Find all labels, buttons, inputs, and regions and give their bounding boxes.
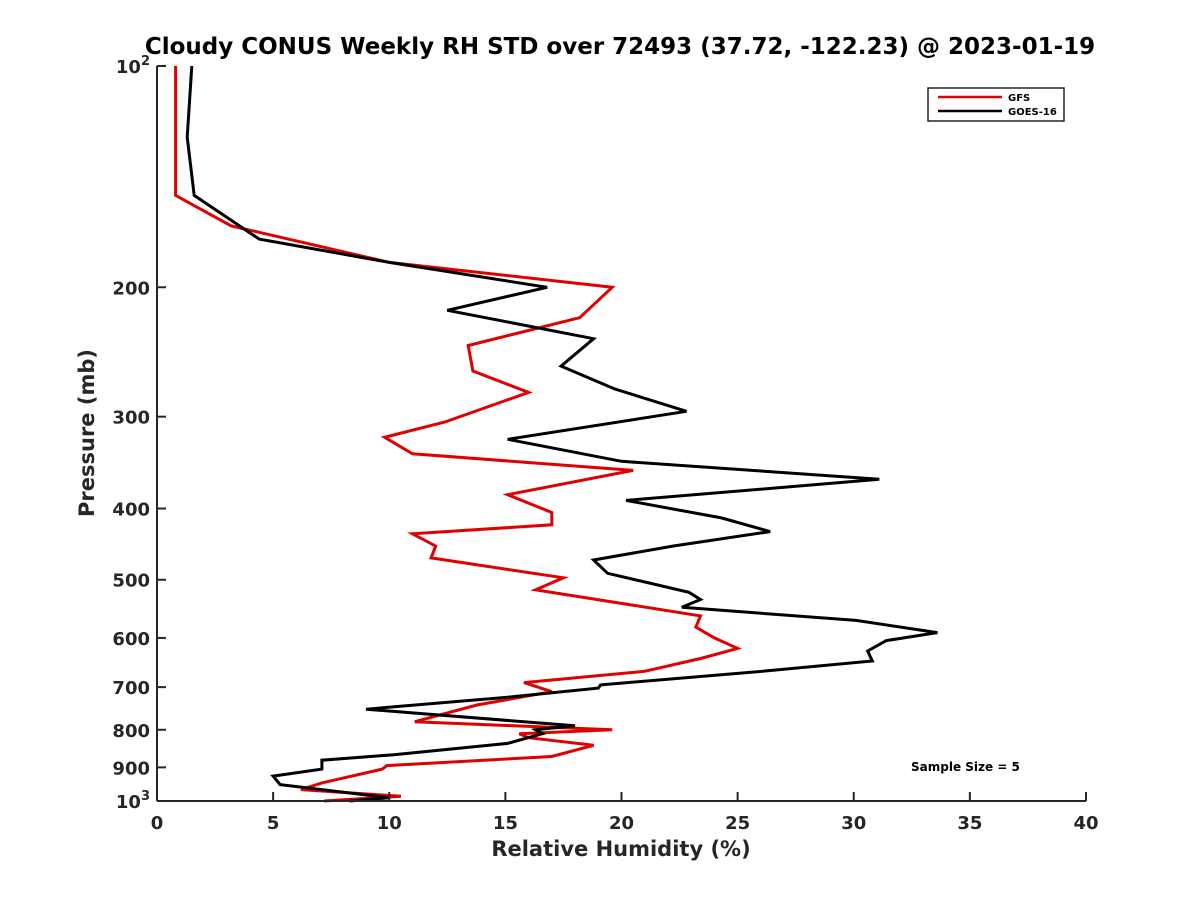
y-tick-label: 400 — [112, 500, 150, 521]
series-line-gfs — [174, 66, 743, 803]
y-tick-label: 600 — [112, 629, 150, 650]
y-tick-label: 900 — [112, 758, 150, 779]
plot-axes — [156, 66, 1086, 802]
x-tick-label: 35 — [957, 813, 982, 834]
x-tick-label: 15 — [493, 813, 518, 834]
legend-box — [927, 87, 1065, 122]
sample-size-annotation: Sample Size = 5 — [911, 760, 1020, 774]
x-tick-label: 20 — [609, 813, 634, 834]
y-tick-label: 800 — [112, 721, 150, 742]
x-axis-label: Relative Humidity (%) — [491, 837, 750, 861]
x-tick-label: 5 — [267, 813, 280, 834]
x-ticks: 0 5 10 15 20 25 30 35 40 — [151, 792, 1099, 834]
chart-title: Cloudy CONUS Weekly RH STD over 72493 (3… — [145, 34, 1095, 60]
plot-lines — [174, 65, 938, 803]
x-tick-label: 40 — [1073, 813, 1098, 834]
x-tick-label: 30 — [841, 813, 866, 834]
x-tick-label: 25 — [725, 813, 750, 834]
y-axis-label: Pressure (mb) — [75, 349, 99, 517]
legend-goes16-label: GOES-16 — [1008, 107, 1057, 118]
y-tick-label: 700 — [112, 678, 150, 699]
y-ticks: 102 200 300 400 500 600 700 800 900 103 — [112, 54, 166, 813]
y-tick-label: 200 — [112, 278, 150, 299]
y-tick-label: 103 — [116, 789, 150, 813]
series-line-goes-16 — [185, 65, 938, 803]
x-tick-label: 0 — [151, 813, 164, 834]
y-tick-label: 300 — [112, 408, 150, 429]
legend-gfs-label: GFS — [1008, 93, 1030, 104]
y-tick-label: 500 — [112, 571, 150, 592]
x-tick-label: 10 — [377, 813, 402, 834]
y-tick-label: 102 — [116, 54, 150, 78]
legend: GFS GOES-16 — [927, 87, 1065, 122]
